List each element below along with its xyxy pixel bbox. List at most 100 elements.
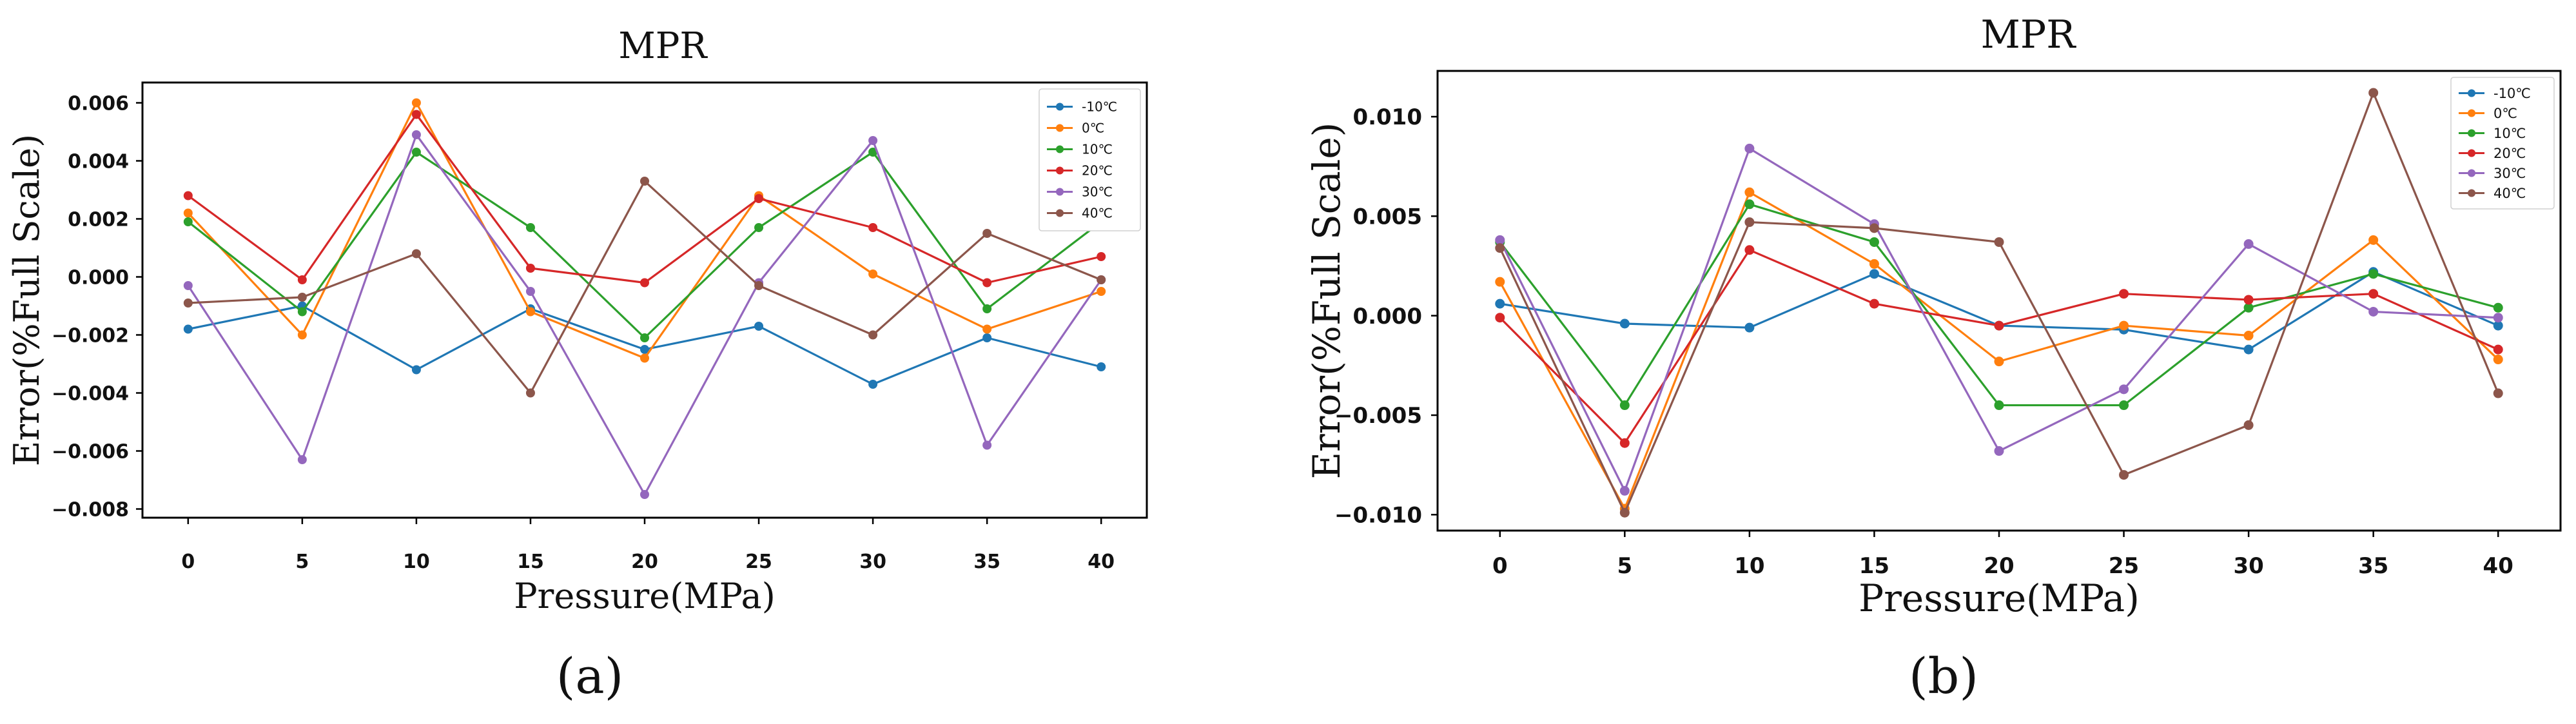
data-point (183, 281, 193, 290)
data-point (2493, 320, 2503, 331)
data-point (1744, 143, 1755, 153)
x-tick-label: 30 (859, 551, 886, 573)
data-point (754, 223, 764, 232)
y-tick-label: 0.000 (1352, 304, 1422, 329)
data-point (1097, 252, 1106, 261)
legend-swatch-marker (1056, 124, 1064, 132)
data-point (2119, 470, 2129, 480)
data-point (1495, 277, 1505, 287)
legend-label: -10℃ (2493, 86, 2531, 101)
data-point (2368, 269, 2379, 279)
data-point (1619, 507, 1630, 518)
data-point (1744, 245, 1755, 255)
data-point (1097, 287, 1106, 296)
y-tick-label: 0.000 (68, 266, 129, 289)
data-point (525, 223, 535, 232)
legend-swatch-marker (2468, 189, 2475, 197)
data-point (640, 278, 649, 288)
data-point (525, 287, 535, 296)
data-point (297, 293, 307, 302)
legend-label: 20℃ (1082, 163, 1113, 179)
y-tick-label: 0.010 (1352, 104, 1422, 130)
legend-swatch-marker (1056, 103, 1064, 111)
data-point (2119, 289, 2129, 299)
legend-label: 10℃ (1082, 142, 1113, 157)
data-point (2368, 289, 2379, 299)
x-tick-label: 10 (1734, 553, 1764, 579)
series-line-4 (187, 133, 1102, 496)
x-tick-label: 0 (1492, 553, 1508, 579)
data-point (640, 345, 649, 354)
data-point (2368, 235, 2379, 245)
legend-label: 10℃ (2493, 126, 2526, 141)
data-point (1495, 243, 1505, 253)
data-point (1744, 187, 1755, 197)
legend-box (1039, 88, 1141, 231)
x-tick-label: 35 (973, 551, 1000, 573)
data-point (868, 148, 878, 157)
legend-label: -10℃ (1082, 99, 1117, 115)
data-point (1869, 223, 1879, 233)
legend-label: 30℃ (2493, 166, 2526, 181)
y-tick-label: −0.010 (1334, 503, 1422, 529)
legend-label: 20℃ (2493, 146, 2526, 161)
data-point (2368, 306, 2379, 317)
data-point (868, 223, 878, 232)
data-point (982, 324, 992, 334)
data-point (982, 333, 992, 342)
legend-label: 40℃ (2493, 186, 2526, 201)
data-point (2368, 88, 2379, 98)
y-tick-label: −0.005 (1334, 403, 1422, 429)
data-point (982, 229, 992, 238)
data-point (2119, 400, 2129, 411)
data-point (2243, 344, 2254, 355)
y-tick-label: 0.002 (68, 208, 129, 231)
x-tick-label: 10 (403, 551, 430, 573)
data-point (2243, 239, 2254, 249)
series-line-3 (1499, 249, 2499, 444)
data-point (1869, 259, 1879, 269)
panel-label: (a) (556, 647, 624, 705)
data-point (2243, 420, 2254, 430)
data-point (525, 264, 535, 273)
data-point (411, 98, 421, 108)
data-point (297, 455, 307, 464)
data-point (868, 330, 878, 340)
plot-frame (141, 81, 1148, 519)
data-point (1744, 199, 1755, 210)
data-point (2243, 331, 2254, 341)
data-point (868, 136, 878, 145)
data-point (2119, 384, 2129, 395)
x-tick-label: 35 (2358, 553, 2388, 579)
chart-a: MPR 0 5 10 15 20 25 30 35 40 −0.008 −0.006 −0.004 −0.… (6, 25, 1148, 705)
y-tick-label: −0.002 (52, 324, 129, 347)
x-tick-label: 20 (1984, 553, 2014, 579)
legend-swatch-marker (2468, 129, 2475, 137)
data-point (1744, 322, 1755, 333)
legend-label: 30℃ (1082, 184, 1113, 200)
data-point (1619, 485, 1630, 496)
data-point (2493, 344, 2503, 355)
y-axis-label: Error(%Full Scale) (1305, 122, 1349, 480)
data-point (411, 148, 421, 157)
data-point (754, 194, 764, 203)
data-point (1994, 446, 2004, 456)
legend-box (2450, 77, 2555, 210)
data-point (640, 333, 649, 342)
y-axis-label: Error(%Full Scale) (6, 134, 47, 466)
chart-b: MPR 0 5 10 15 20 25 30 35 40 −0.010 −0.005 0.000 0.00… (1305, 12, 2562, 705)
data-point (754, 281, 764, 290)
legend-swatch-marker (2468, 89, 2475, 97)
y-tick-label: −0.008 (52, 498, 129, 521)
data-point (183, 217, 193, 226)
data-point (1994, 357, 2004, 367)
series-line-3 (187, 113, 1102, 284)
data-point (2243, 302, 2254, 313)
data-point (297, 275, 307, 284)
data-point (1994, 400, 2004, 411)
legend-swatch-marker (2468, 149, 2475, 157)
data-point (2493, 355, 2503, 365)
x-tick-label: 15 (517, 551, 544, 573)
data-point (754, 322, 764, 331)
